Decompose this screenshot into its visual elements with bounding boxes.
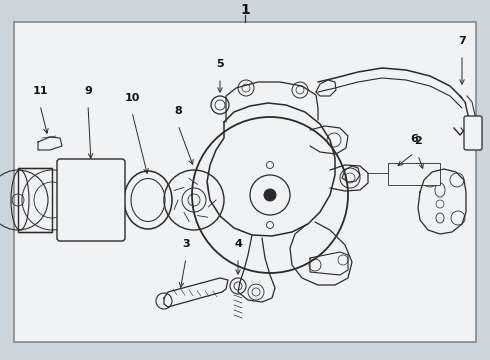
Text: 3: 3	[182, 239, 190, 249]
Text: 7: 7	[458, 36, 466, 46]
FancyBboxPatch shape	[57, 159, 125, 241]
Text: 2: 2	[414, 136, 422, 146]
Text: 1: 1	[240, 3, 250, 17]
Text: 11: 11	[32, 86, 48, 96]
Circle shape	[264, 189, 276, 201]
FancyBboxPatch shape	[388, 163, 440, 185]
Text: 10: 10	[124, 93, 140, 103]
FancyBboxPatch shape	[464, 116, 482, 150]
FancyBboxPatch shape	[14, 22, 476, 342]
Text: 9: 9	[84, 86, 92, 96]
Text: 4: 4	[234, 239, 242, 249]
Text: 8: 8	[174, 106, 182, 116]
Text: 6: 6	[410, 134, 418, 144]
Text: 5: 5	[216, 59, 224, 69]
